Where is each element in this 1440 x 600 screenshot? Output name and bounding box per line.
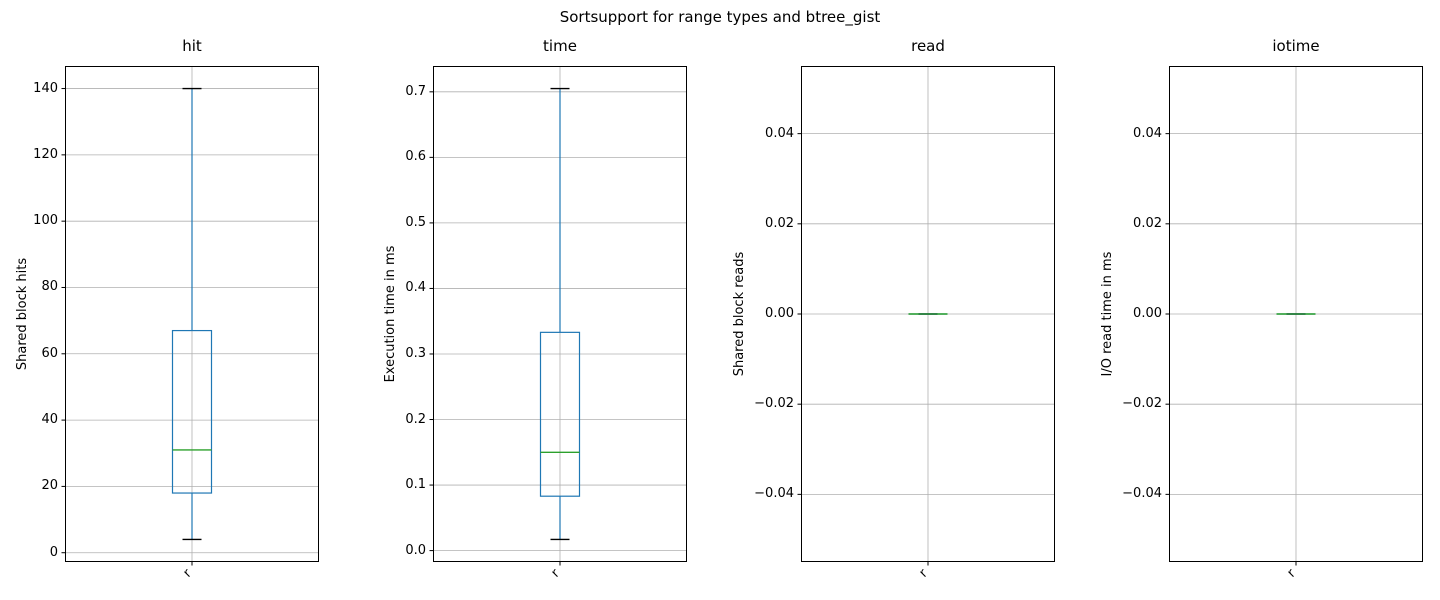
y-tick-label: 100 <box>33 213 58 229</box>
y-tick-label: −0.04 <box>754 486 794 502</box>
y-tick-label: 120 <box>33 146 58 162</box>
y-tick-label: 0 <box>49 544 58 560</box>
x-tick-label: r <box>916 566 931 581</box>
y-tick-label: −0.04 <box>1122 486 1162 502</box>
y-tick-label: 0.2 <box>405 411 426 427</box>
y-tick-label: 0.0 <box>405 542 426 558</box>
x-tick-label: r <box>548 566 563 581</box>
axes-border <box>65 66 319 562</box>
y-tick-label: 0.04 <box>1133 125 1162 141</box>
subplot-title: time <box>543 37 577 55</box>
y-tick-label: 0.6 <box>405 149 426 165</box>
y-tick-label: 0.00 <box>1133 306 1162 321</box>
box <box>539 331 581 497</box>
y-tick-label: 0.5 <box>405 214 426 230</box>
box <box>171 329 213 494</box>
y-tick-label: 60 <box>41 345 58 361</box>
axes-border <box>433 66 687 562</box>
figure-title: Sortsupport for range types and btree_gi… <box>559 8 881 26</box>
y-tick-label: 0.7 <box>405 83 426 99</box>
y-tick-label: 0.04 <box>765 125 794 141</box>
y-tick-label: 40 <box>41 412 58 428</box>
y-tick-label: 80 <box>41 279 58 295</box>
axes-border <box>801 66 1055 562</box>
y-tick-label: 0.02 <box>765 215 794 231</box>
y-tick-label: 0.1 <box>405 477 426 493</box>
y-tick-label: 0.3 <box>405 345 426 361</box>
subplot-title: hit <box>182 37 202 55</box>
boxplot-plot-area <box>1165 66 1423 566</box>
y-tick-label: −0.02 <box>754 396 794 412</box>
subplot-title: read <box>911 37 945 55</box>
y-tick-label: 0.00 <box>765 306 794 321</box>
y-tick-label: 20 <box>41 478 58 494</box>
boxplot-plot-area <box>61 66 319 566</box>
x-tick-label: r <box>180 566 195 581</box>
y-tick-label: 0.02 <box>1133 215 1162 231</box>
y-tick-label: 140 <box>33 80 58 96</box>
axes-border <box>1169 66 1423 562</box>
boxplot-plot-area <box>797 66 1055 566</box>
subplot-title: iotime <box>1272 37 1320 55</box>
x-tick-label: r <box>1284 566 1299 581</box>
boxplot-plot-area <box>429 66 687 566</box>
y-tick-label: 0.4 <box>405 280 426 296</box>
y-tick-label: −0.02 <box>1122 396 1162 412</box>
